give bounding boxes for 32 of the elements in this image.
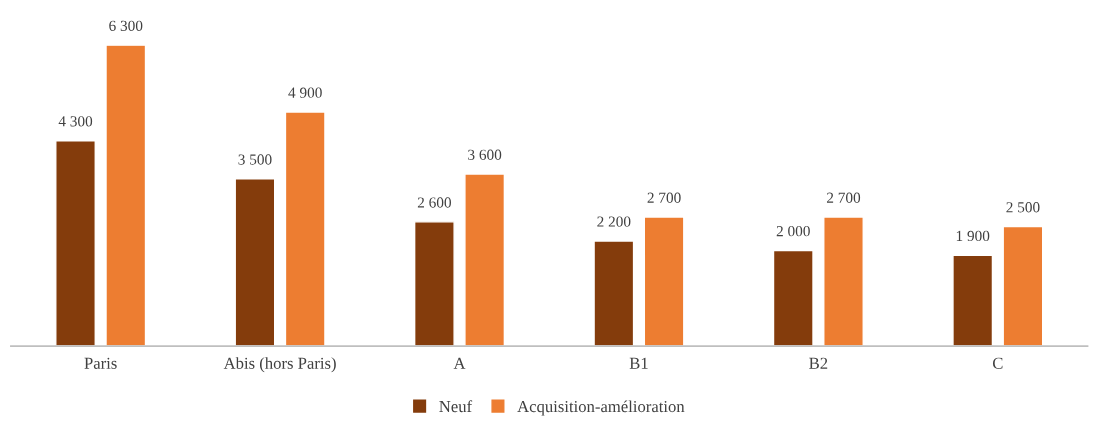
bar — [284, 111, 326, 347]
x-tick-label: A — [453, 357, 466, 369]
data-label: 3 500 — [238, 154, 272, 165]
data-label: 2 700 — [647, 192, 681, 203]
bar — [1002, 225, 1044, 347]
legend-label: Neuf — [439, 400, 473, 413]
x-tick-label: C — [992, 357, 1003, 369]
bar — [952, 254, 994, 347]
data-label: 4 300 — [58, 116, 93, 127]
data-label: 2 500 — [1006, 202, 1040, 213]
bar — [105, 44, 147, 347]
bar — [464, 173, 506, 347]
data-label: 2 600 — [417, 197, 451, 208]
x-tick-label: B2 — [809, 357, 828, 369]
data-label: 2 000 — [776, 226, 810, 237]
data-label: 2 700 — [826, 192, 861, 203]
bar — [413, 221, 455, 347]
bar — [772, 249, 814, 347]
x-tick-label: Abis (hors Paris) — [223, 357, 336, 373]
data-label: 3 600 — [468, 149, 502, 160]
data-label: 2 200 — [597, 216, 631, 227]
bar — [55, 139, 96, 347]
data-label: 6 300 — [109, 20, 143, 31]
x-tick-label: Paris — [84, 357, 117, 369]
bar — [593, 240, 635, 347]
x-tick-label: B1 — [629, 357, 648, 369]
bar — [234, 178, 276, 347]
data-label: 4 900 — [288, 87, 322, 98]
bar — [643, 216, 685, 347]
data-label: 1 900 — [956, 230, 990, 242]
bar — [823, 216, 864, 347]
legend-label: Acquisition-amélioration — [517, 400, 685, 416]
